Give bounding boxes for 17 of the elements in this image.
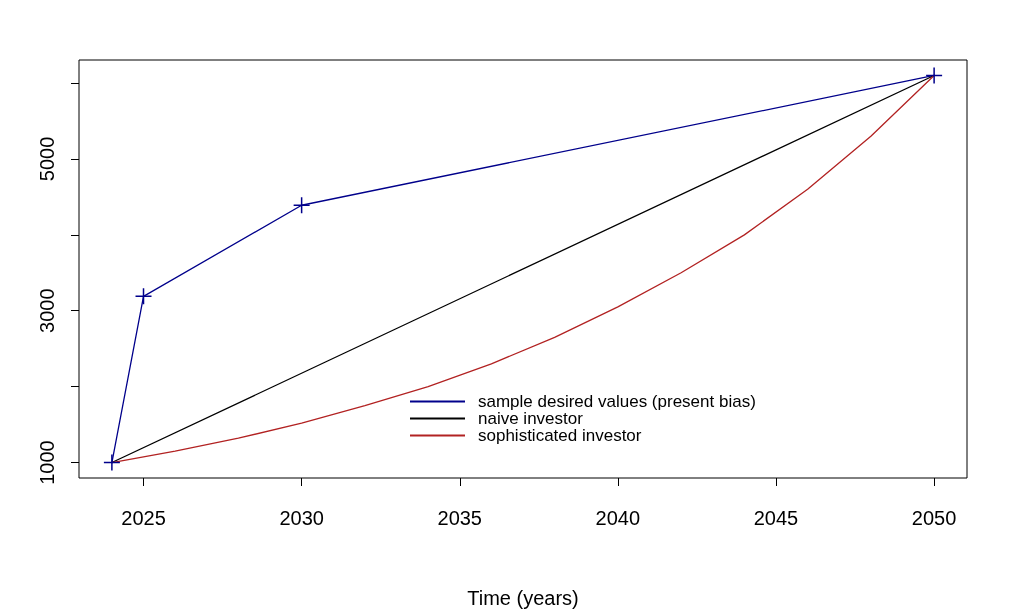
x-tick-label: 2040 <box>595 507 641 529</box>
y-tick-label: 5000 <box>36 136 58 182</box>
point <box>925 66 943 85</box>
legend-label: sample desired values (present bias) <box>478 392 756 411</box>
x-tick-label: 2050 <box>911 507 957 529</box>
x-tick-label: 2025 <box>121 507 166 529</box>
y-tick-label: 1000 <box>36 440 58 485</box>
x-tick-label: 2030 <box>279 507 324 529</box>
x-axis-title: Time (years) <box>467 587 579 609</box>
legend-label: naive investor <box>478 409 584 428</box>
legend-label: sophisticated investor <box>478 426 642 445</box>
x-tick-label: 2045 <box>753 507 799 529</box>
point <box>134 287 153 306</box>
x-tick-label: 2035 <box>437 507 482 529</box>
y-tick-label: 3000 <box>36 288 58 333</box>
point <box>292 196 311 214</box>
point <box>103 453 121 472</box>
